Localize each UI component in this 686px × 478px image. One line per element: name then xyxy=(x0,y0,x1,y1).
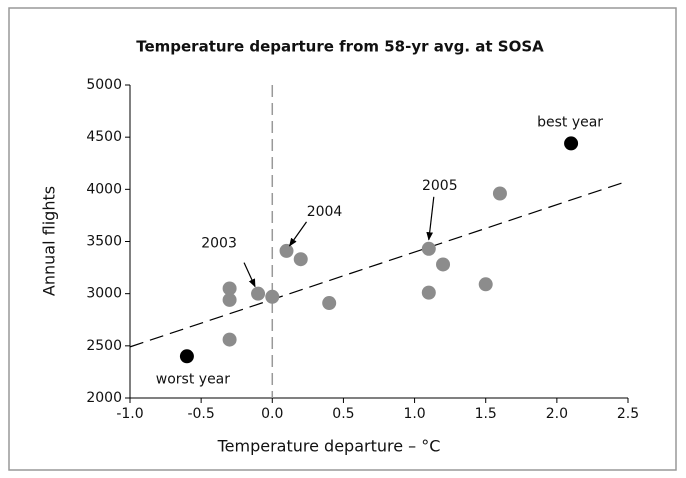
y-tick-label: 4000 xyxy=(86,181,122,197)
x-tick-label: 2.0 xyxy=(546,406,568,422)
x-tick-label: -1.0 xyxy=(116,406,143,422)
y-tick-label: 2000 xyxy=(86,390,122,406)
annotation: 2004 xyxy=(307,204,343,220)
point xyxy=(564,136,579,151)
y-tick-label: 5000 xyxy=(86,77,122,93)
point xyxy=(322,296,337,311)
annotation: worst year xyxy=(156,371,230,387)
annotation: 2003 xyxy=(201,236,237,252)
frame xyxy=(8,7,677,471)
point xyxy=(492,186,507,201)
point xyxy=(421,241,436,256)
y-tick-label: 4500 xyxy=(86,129,122,145)
point xyxy=(222,332,237,347)
y-tick-label: 2500 xyxy=(86,338,122,354)
point xyxy=(179,349,194,364)
x-tick-label: 1.0 xyxy=(403,406,425,422)
point xyxy=(222,281,237,296)
point xyxy=(478,277,493,292)
point xyxy=(222,292,237,307)
point xyxy=(265,289,280,304)
trend-line xyxy=(129,180,629,348)
y-tick-label: 3000 xyxy=(86,286,122,302)
point xyxy=(293,252,308,267)
annotation-arrow xyxy=(289,221,308,247)
x-tick-label: 2.5 xyxy=(617,406,639,422)
y-axis-label: Annual flights xyxy=(40,186,59,296)
x-tick-label: 0.5 xyxy=(332,406,354,422)
point xyxy=(251,286,266,301)
x-axis-label: Temperature departure – °C xyxy=(217,437,441,456)
annotation-arrow xyxy=(243,262,256,288)
x-tick-label: 0.0 xyxy=(261,406,283,422)
annotation: best year xyxy=(537,114,603,130)
y-tick-label: 3500 xyxy=(86,234,122,250)
point xyxy=(279,243,294,258)
x-tick-label: 1.5 xyxy=(475,406,497,422)
annotation: 2005 xyxy=(422,178,458,194)
point xyxy=(436,257,451,272)
point xyxy=(421,285,436,300)
x-tick-label: -0.5 xyxy=(187,406,214,422)
chart-title: Temperature departure from 58-yr avg. at… xyxy=(136,38,544,56)
annotation-arrow xyxy=(426,196,435,241)
